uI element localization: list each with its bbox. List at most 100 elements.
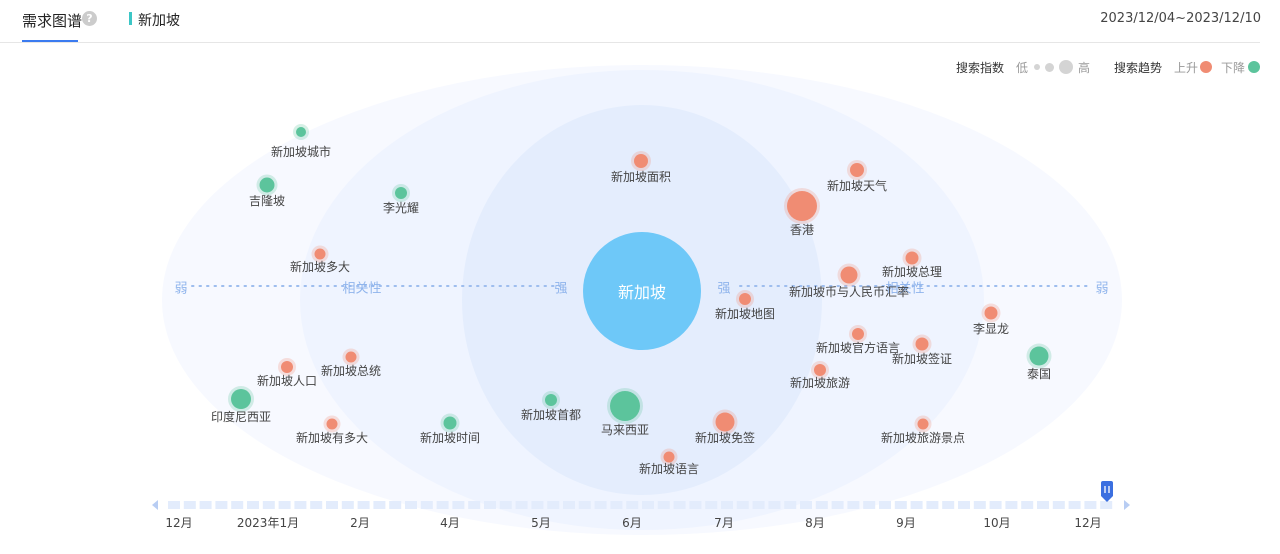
term-label[interactable]: 香港	[789, 223, 815, 237]
timeline-segment[interactable]	[468, 501, 481, 509]
term-label[interactable]: 吉隆坡	[248, 194, 286, 208]
timeline-segment[interactable]	[168, 501, 180, 509]
term-label[interactable]: 新加坡城市	[270, 145, 332, 159]
timeline-segment[interactable]	[594, 501, 607, 509]
term-bubble[interactable]	[850, 163, 864, 177]
timeline-segment[interactable]	[1068, 501, 1081, 509]
timeline-segment[interactable]	[626, 501, 639, 509]
term-bubble[interactable]	[787, 191, 817, 221]
timeline-segment[interactable]	[926, 501, 939, 509]
term-label[interactable]: 新加坡总统	[320, 364, 382, 378]
term-bubble[interactable]	[663, 451, 675, 463]
timeline-segment[interactable]	[815, 501, 828, 509]
term-label[interactable]: 新加坡旅游	[789, 376, 851, 390]
timeline-segment[interactable]	[894, 501, 907, 509]
term-bubble[interactable]	[326, 418, 338, 430]
timeline-segment[interactable]	[752, 501, 765, 509]
timeline-segment[interactable]	[1052, 501, 1065, 509]
timeline-segment[interactable]	[831, 501, 844, 509]
timeline-segment[interactable]	[420, 501, 433, 509]
timeline-segment[interactable]	[405, 501, 417, 509]
timeline-segment[interactable]	[326, 501, 338, 509]
term-label[interactable]: 新加坡免签	[694, 431, 756, 445]
timeline-segment[interactable]	[768, 501, 781, 509]
timeline-segment[interactable]	[341, 501, 354, 509]
term-label[interactable]: 新加坡时间	[419, 431, 481, 445]
timeline-segment[interactable]	[247, 501, 259, 509]
term-label[interactable]: 新加坡有多大	[295, 431, 369, 445]
term-bubble[interactable]	[345, 351, 357, 363]
timeline-segment[interactable]	[705, 501, 718, 509]
timeline-segment[interactable]	[499, 501, 512, 509]
timeline-segment[interactable]	[262, 501, 275, 509]
timeline-segment[interactable]	[578, 501, 591, 509]
timeline-segment[interactable]	[721, 501, 733, 509]
timeline-segment[interactable]	[989, 501, 1002, 509]
timeline-segment[interactable]	[910, 501, 923, 509]
timeline-segment[interactable]	[547, 501, 560, 509]
term-label[interactable]: 新加坡人口	[256, 374, 318, 388]
term-label[interactable]: 新加坡总理	[881, 265, 943, 279]
term-bubble[interactable]	[231, 389, 251, 409]
center-keyword-bubble[interactable]: 新加坡	[583, 232, 701, 350]
term-label[interactable]: 新加坡签证	[891, 352, 953, 366]
term-label[interactable]: 新加坡面积	[610, 170, 672, 184]
term-bubble[interactable]	[852, 328, 864, 340]
term-bubble[interactable]	[314, 248, 326, 260]
timeline-track[interactable]	[148, 496, 1138, 514]
timeline-segment[interactable]	[1100, 501, 1113, 509]
timeline-segment[interactable]	[1084, 501, 1097, 509]
timeline-segment[interactable]	[879, 501, 891, 509]
question-icon[interactable]: ?	[82, 11, 97, 26]
timeline-segment[interactable]	[531, 501, 544, 509]
timeline-segment[interactable]	[563, 501, 575, 509]
term-bubble[interactable]	[917, 418, 929, 430]
term-label[interactable]: 新加坡地图	[714, 307, 776, 321]
timeline-segment[interactable]	[515, 501, 528, 509]
term-bubble[interactable]	[814, 364, 826, 376]
term-bubble[interactable]	[296, 127, 306, 137]
timeline-segment[interactable]	[863, 501, 876, 509]
timeline-segment[interactable]	[373, 501, 386, 509]
term-label[interactable]: 李显龙	[972, 322, 1010, 336]
timeline-segment[interactable]	[973, 501, 986, 509]
timeline-segment[interactable]	[610, 501, 623, 509]
term-bubble[interactable]	[739, 293, 751, 305]
term-label[interactable]: 新加坡多大	[289, 260, 351, 274]
term-bubble[interactable]	[281, 361, 293, 373]
term-bubble[interactable]	[1029, 346, 1049, 366]
term-label[interactable]: 马来西亚	[600, 423, 650, 437]
timeline-segment[interactable]	[673, 501, 686, 509]
term-label[interactable]: 新加坡币与人民币汇率	[788, 285, 910, 299]
timeline-segment[interactable]	[1037, 501, 1049, 509]
timeline-segment[interactable]	[199, 501, 212, 509]
term-label[interactable]: 新加坡旅游景点	[880, 431, 966, 445]
term-bubble[interactable]	[905, 251, 919, 265]
term-label[interactable]: 新加坡天气	[826, 179, 888, 193]
timeline-segment[interactable]	[1005, 501, 1018, 509]
timeline-segment[interactable]	[942, 501, 955, 509]
timeline-segment[interactable]	[642, 501, 654, 509]
timeline-segment[interactable]	[183, 501, 196, 509]
timeline-segment[interactable]	[310, 501, 323, 509]
timeline-segment[interactable]	[436, 501, 449, 509]
tab-demand-graph[interactable]: 需求图谱	[22, 12, 83, 30]
timeline-segment[interactable]	[452, 501, 465, 509]
timeline-segment[interactable]	[357, 501, 370, 509]
term-label[interactable]: 新加坡首都	[520, 408, 582, 422]
term-bubble[interactable]	[715, 412, 735, 432]
timeline-handle[interactable]	[1100, 481, 1114, 503]
timeline-segment[interactable]	[278, 501, 291, 509]
term-bubble[interactable]	[915, 337, 929, 351]
term-bubble[interactable]	[634, 154, 648, 168]
term-bubble[interactable]	[610, 391, 640, 421]
timeline-segment[interactable]	[784, 501, 797, 509]
term-bubble[interactable]	[259, 177, 275, 193]
term-bubble[interactable]	[545, 394, 557, 406]
term-bubble[interactable]	[395, 187, 407, 199]
timeline-segment[interactable]	[215, 501, 228, 509]
timeline-segment[interactable]	[958, 501, 970, 509]
timeline-segment[interactable]	[847, 501, 860, 509]
term-bubble[interactable]	[984, 306, 998, 320]
timeline-segment[interactable]	[657, 501, 670, 509]
